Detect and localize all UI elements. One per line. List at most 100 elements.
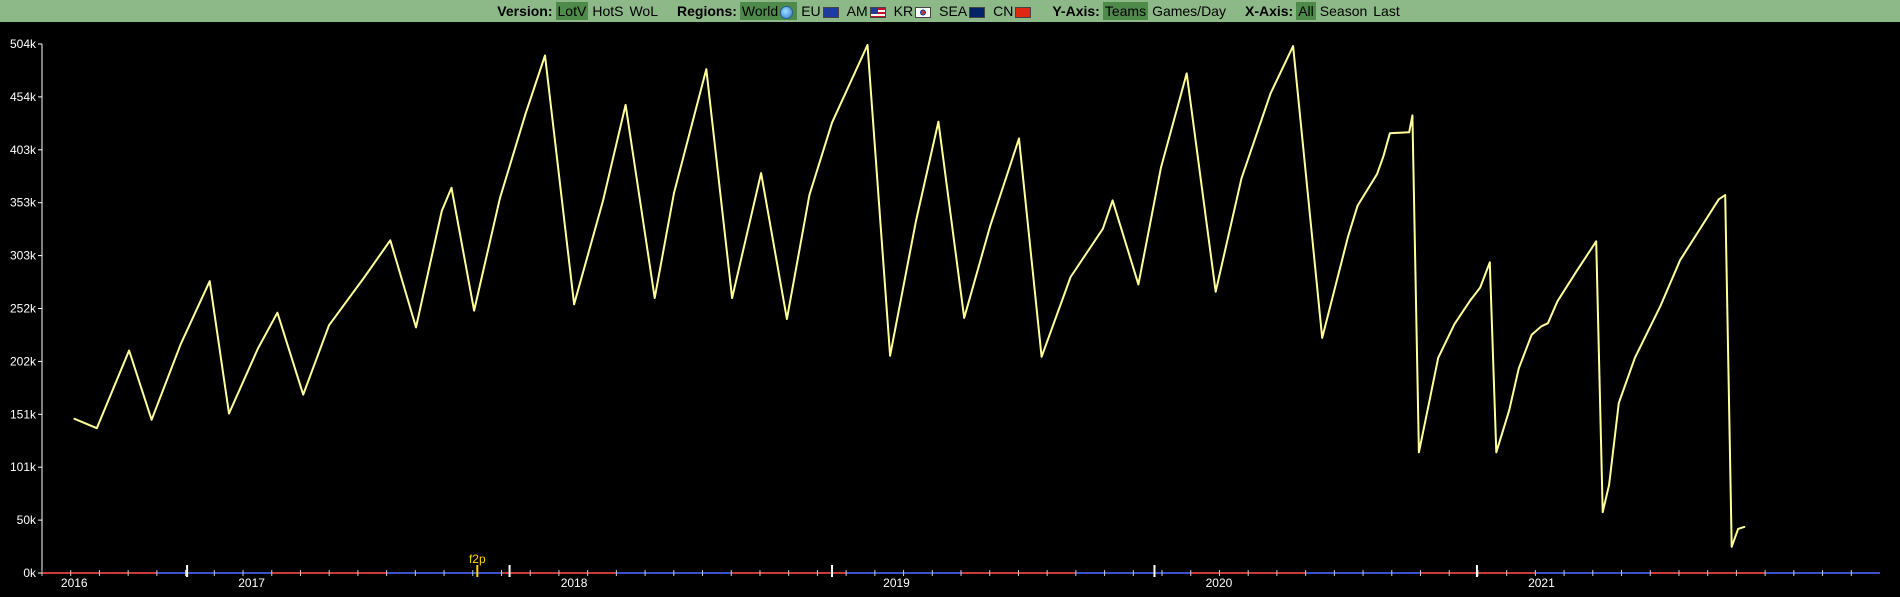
data-point [602, 199, 604, 202]
data-point [1102, 227, 1104, 230]
data-point [673, 192, 675, 194]
line-chart: 0k 50k 101k 151k 202k 252k 303k 353k 403k 454k 504… [10, 37, 1880, 590]
data-point [1576, 269, 1578, 272]
version-option-wol[interactable]: WoL [629, 3, 658, 19]
data-point [1389, 132, 1391, 135]
y-axis-label: Y-Axis: [1052, 3, 1100, 19]
world-icon [780, 5, 794, 19]
y-tick-label: 151k [10, 407, 37, 421]
data-point [1411, 114, 1414, 117]
data-point [831, 121, 833, 124]
data-point [1556, 300, 1559, 302]
data-point [653, 297, 656, 299]
data-point [786, 318, 788, 320]
x-tick-label: 2016 [61, 576, 88, 590]
x-axis-label: X-Axis: [1244, 3, 1294, 19]
x-tick-label: 2020 [1206, 576, 1233, 590]
y-tick-label: 454k [10, 90, 37, 104]
y-axis: 0k 50k 101k 151k 202k 252k 303k 353k 403k 454k 504… [10, 37, 43, 580]
data-point [1408, 131, 1411, 133]
data-point [441, 210, 443, 212]
x-axis-option-all[interactable]: All [1296, 2, 1316, 20]
region-option-am[interactable]: AM [845, 2, 890, 20]
region-option-cn[interactable]: CN [991, 2, 1035, 20]
x-axis-option-season[interactable]: Season [1319, 3, 1368, 19]
data-point [1634, 357, 1636, 359]
data-point [208, 280, 211, 283]
y-axis-group: Y-Axis: Teams Games/Day [1052, 2, 1229, 20]
data-point [1489, 261, 1491, 264]
data-point [96, 427, 98, 429]
cn-flag-icon [1015, 6, 1032, 18]
plot-area [73, 44, 1746, 548]
data-point [128, 349, 130, 352]
data-point [1321, 337, 1323, 339]
data-point [276, 311, 279, 314]
y-tick-label: 0k [23, 566, 37, 580]
data-point [705, 68, 708, 70]
data-point [1730, 545, 1733, 548]
data-point [1418, 451, 1420, 454]
data-point [1292, 45, 1294, 47]
data-point [1743, 526, 1746, 528]
region-world-label: World [741, 3, 779, 19]
x-axis-option-last[interactable]: Last [1373, 3, 1400, 19]
y-tick-label: 353k [10, 196, 37, 210]
data-point [1111, 199, 1114, 202]
data-point [937, 120, 940, 123]
y-axis-option-games-per-day[interactable]: Games/Day [1152, 3, 1226, 19]
data-point [1717, 198, 1720, 201]
data-point [1679, 259, 1681, 262]
data-point [760, 172, 762, 174]
regions-label: Regions: [677, 3, 737, 19]
region-sea-label: SEA [939, 3, 968, 19]
regions-group: Regions: World EU AM KR SEA CN [677, 2, 1036, 20]
region-option-world[interactable]: World [739, 2, 798, 20]
y-tick-label: 202k [10, 354, 37, 368]
data-point [1618, 402, 1620, 404]
data-point [1724, 194, 1727, 196]
data-point [1495, 451, 1498, 454]
data-point [450, 186, 453, 189]
version-label: Version: [497, 3, 553, 19]
data-point [1659, 304, 1662, 307]
region-cn-label: CN [993, 3, 1014, 19]
data-point [1608, 484, 1610, 486]
data-point [1469, 299, 1472, 301]
data-point [963, 317, 966, 319]
data-point [363, 276, 366, 278]
data-point [1347, 236, 1349, 238]
data-point [1547, 322, 1549, 324]
series-line [73, 44, 1745, 548]
region-eu-label: EU [801, 3, 821, 19]
data-point [1069, 276, 1072, 278]
data-point [524, 112, 527, 115]
data-point [544, 54, 546, 57]
chart-toolbar: Version: LotV HotS WoL Regions: World EU… [0, 0, 1900, 22]
x-tick-label: 2019 [883, 576, 910, 590]
version-option-lotv[interactable]: LotV [555, 2, 589, 20]
kr-flag-icon [915, 6, 932, 18]
data-point [1382, 155, 1385, 158]
data-point [73, 417, 76, 420]
x-axis: 2016 2017 2018 2019 2020 2021 f2p [41, 552, 1880, 590]
data-point [1737, 528, 1739, 530]
data-point [302, 393, 304, 396]
data-point [150, 418, 153, 421]
region-kr-label: KR [893, 3, 914, 19]
data-point [1160, 167, 1162, 169]
y-axis-option-teams[interactable]: Teams [1102, 2, 1149, 20]
data-point [389, 239, 392, 242]
version-option-hots[interactable]: HotS [592, 3, 624, 19]
y-tick-label: 504k [10, 37, 37, 51]
data-point [415, 326, 417, 329]
region-option-sea[interactable]: SEA [937, 2, 989, 20]
y-tick-label: 50k [17, 513, 37, 527]
data-point [1479, 286, 1481, 289]
x-axis-group: X-Axis: All Season Last [1245, 2, 1403, 20]
eu-flag-icon [822, 6, 839, 18]
region-option-eu[interactable]: EU [799, 2, 842, 20]
region-option-kr[interactable]: KR [892, 2, 935, 20]
region-am-label: AM [846, 3, 868, 19]
y-tick-label: 403k [10, 143, 37, 157]
